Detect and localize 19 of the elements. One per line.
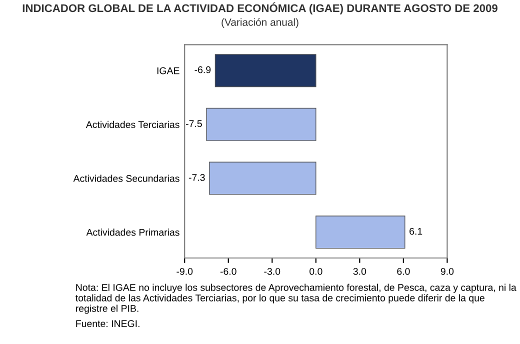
data-label: 6.1 (410, 228, 422, 235)
y-tick-label: Actividades Terciarias (86, 120, 180, 128)
data-label: -7.3 (188, 174, 205, 181)
y-tick-label: IGAE (157, 67, 180, 74)
chart-title: INDICADOR GLOBAL DE LA ACTIVIDAD ECONÓMICA (IGAE) DURANTE AGOSTO DE 2009 (22, 2, 498, 14)
y-tick-label: Actividades Secundarias (73, 174, 180, 182)
x-tick-label: 3.0 (353, 268, 366, 275)
text: Nota: El IGAE no incluye los subsectores de Aprovechamiento forestal, de Pesca, caza y captura, ni la totalidad de las Actividades Terciarias, por lo que su tasa de crecimiento puede diferir de la que registre el PIB. (76, 284, 516, 314)
x-tick-label: 6.0 (397, 268, 410, 275)
source-note: Fuente: INEGI. (76, 320, 140, 328)
x-tick-label: -3.0 (264, 268, 280, 275)
x-tick-label: -9.0 (176, 268, 193, 275)
data-label: -6.9 (194, 66, 211, 74)
y-tick-label: Actividades Primarias (86, 228, 180, 236)
x-tick-label: 0.0 (310, 268, 322, 275)
x-tick-label: -6.0 (220, 268, 236, 275)
x-tick-label: 9.0 (440, 268, 454, 275)
data-label: -7.5 (186, 120, 202, 128)
chart-subtitle: (Variación anual) (222, 18, 298, 28)
